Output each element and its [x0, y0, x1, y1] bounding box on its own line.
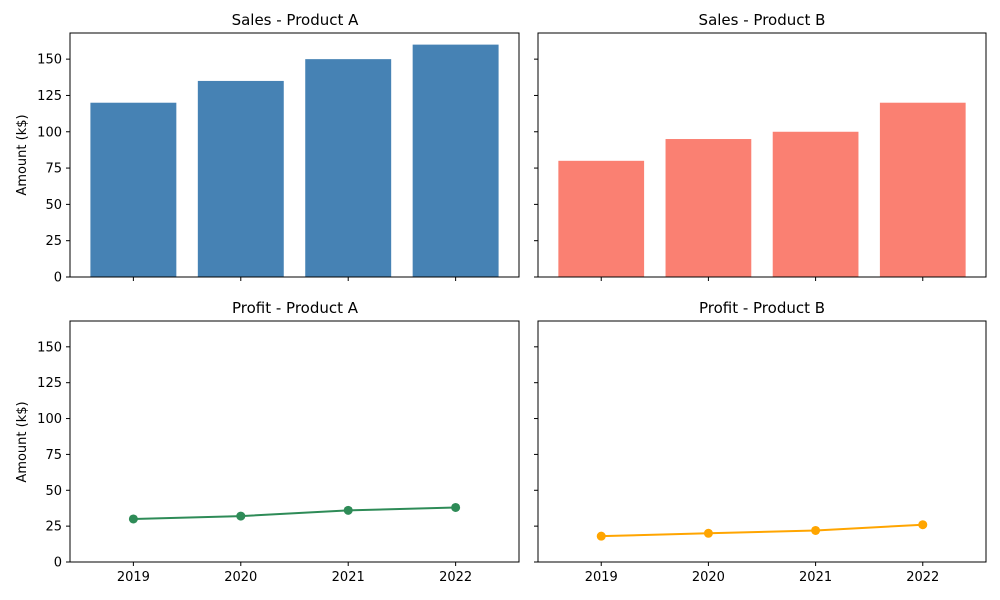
marker-2020: [703, 528, 713, 538]
bar-2021: [772, 131, 859, 277]
subplot-profit-b: 2019 2020 2021 2022: [534, 320, 987, 585]
x-tick-label: 2021: [799, 570, 832, 585]
x-tick-label: 2020: [224, 570, 257, 585]
y-tick-label: 150: [37, 53, 62, 68]
marker-2021: [811, 525, 821, 535]
bar-2020: [197, 80, 284, 277]
marker-2022: [918, 520, 928, 530]
y-tick-label: 100: [37, 125, 62, 140]
bar-2020: [665, 139, 752, 277]
y-tick-label: 50: [45, 198, 62, 213]
marker-2021: [343, 505, 353, 515]
y-tick-label: 25: [45, 520, 62, 535]
x-tick-label: 2022: [439, 570, 472, 585]
y-tick-label: 50: [45, 484, 62, 499]
bar-2019: [558, 160, 645, 277]
subplot-sales-b: [534, 32, 987, 281]
bar-2022: [879, 102, 966, 277]
y-tick-label: 75: [45, 448, 62, 463]
subplot-sales-a: 0 25 50 75 100 125 150: [37, 32, 520, 286]
chart-title-profit-product-b: Profit - Product B: [699, 299, 825, 317]
y-tick-label: 150: [37, 340, 62, 355]
line-series: [600, 523, 924, 538]
x-tick-label: 2019: [585, 570, 618, 585]
chart-title-sales-product-a: Sales - Product A: [232, 11, 360, 29]
y-tick-label: 125: [37, 89, 62, 104]
bar-2022: [412, 44, 499, 277]
bar-2019: [90, 102, 177, 277]
y-axis-label-bottom-row: Amount (k$): [15, 401, 30, 482]
bar-2021: [305, 59, 392, 278]
subplot-profit-a: 0 25 50 75 100 125 150 2019 2020 2021 2022: [37, 320, 520, 585]
y-tick-label: 25: [45, 234, 62, 249]
marker-2020: [236, 511, 246, 521]
y-tick-label: 100: [37, 412, 62, 427]
y-tick-label: 0: [54, 556, 62, 571]
chart-title-profit-product-a: Profit - Product A: [232, 299, 359, 317]
x-tick-label: 2022: [906, 570, 939, 585]
y-tick-label: 125: [37, 376, 62, 391]
y-axis-label-top-row: Amount (k$): [15, 114, 30, 195]
y-tick-label: 75: [45, 162, 62, 177]
marker-2019: [128, 514, 138, 524]
x-tick-label: 2020: [692, 570, 725, 585]
subplot-grid: 0 25 50 75 100 125 150 0 25 50 75 100 125 150 2019 2020…: [37, 32, 987, 585]
y-tick-label: 0: [54, 271, 62, 286]
x-tick-label: 2021: [332, 570, 365, 585]
axes-frame: [537, 32, 987, 278]
x-tick-label: 2019: [117, 570, 150, 585]
axes-frame: [537, 320, 987, 563]
line-series: [132, 506, 457, 520]
axes-frame: [69, 320, 520, 563]
marker-2022: [451, 502, 461, 512]
axes-frame: [69, 32, 520, 278]
marker-2019: [596, 531, 606, 541]
chart-title-sales-product-b: Sales - Product B: [699, 11, 826, 29]
